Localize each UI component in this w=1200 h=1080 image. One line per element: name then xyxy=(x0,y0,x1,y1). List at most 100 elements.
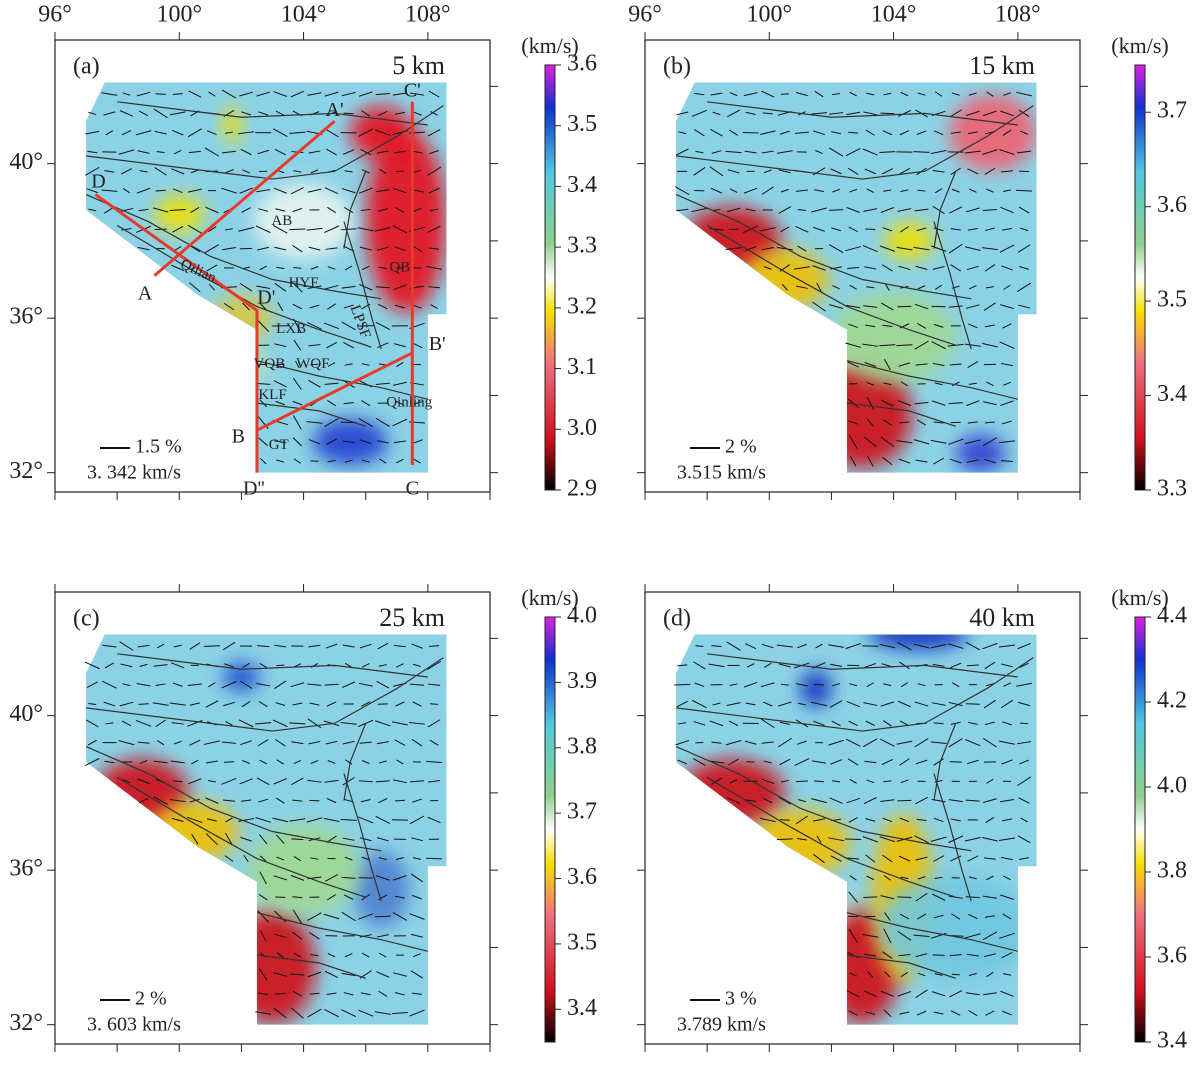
colorbar-tick-label: 3.4 xyxy=(567,172,597,198)
map-annotation: B xyxy=(232,426,245,448)
y-tick-label: 36° xyxy=(9,304,43,330)
map-annotation: HYF xyxy=(289,275,319,291)
anomaly xyxy=(254,184,353,260)
map-panel: 96°100°104°108°(b)15 km2 %3.515 km/s(km/… xyxy=(628,2,1187,502)
colorbar-tick-label: 3.4 xyxy=(1157,1028,1187,1054)
colorbar-tick-label: 2.9 xyxy=(567,476,597,502)
anisotropy-bar xyxy=(173,781,183,782)
anisotropy-bar xyxy=(204,646,220,647)
x-tick-label: 108° xyxy=(995,2,1041,28)
map-annotation: C xyxy=(406,478,419,500)
colorbar-tick-label: 3.7 xyxy=(567,799,597,825)
map-annotation: Qinling xyxy=(386,395,432,411)
colorbar-tick-label: 3.0 xyxy=(567,415,597,441)
anisotropy-bar xyxy=(829,210,843,211)
anomaly xyxy=(151,801,238,862)
anisotropy-bar xyxy=(344,113,354,114)
colorbar xyxy=(1135,65,1145,490)
anomaly xyxy=(679,325,859,405)
colorbar-tick-label: 3.9 xyxy=(567,668,597,694)
panel-label: (a) xyxy=(73,54,100,80)
anisotropy-bar xyxy=(780,820,790,821)
anisotropy-bar xyxy=(289,229,305,230)
x-tick-label: 96° xyxy=(628,2,662,28)
colorbar-tick-label: 3.6 xyxy=(1157,943,1187,969)
colorbar-tick-label: 3.5 xyxy=(1157,287,1187,313)
depth-label: 25 km xyxy=(379,603,445,632)
anisotropy-bar xyxy=(743,132,759,133)
map-panel: 96°100°104°108°40°36°32°(a)5 km1.5 %3. 3… xyxy=(9,2,597,502)
colorbar-tick-label: 3.6 xyxy=(567,51,597,77)
anisotropy-bar xyxy=(814,684,824,685)
anisotropy-bar xyxy=(796,781,808,782)
anomaly xyxy=(248,825,360,916)
colorbar xyxy=(545,65,555,490)
colorbar-tick-label: 3.8 xyxy=(1157,858,1187,884)
y-tick-label: 32° xyxy=(9,458,43,484)
map-annotation: AB xyxy=(271,213,292,229)
anisotropy-bar xyxy=(952,974,960,975)
anomaly xyxy=(741,249,828,310)
scale-label: 3 % xyxy=(725,988,757,1010)
anisotropy-bar xyxy=(275,994,285,995)
anomaly xyxy=(89,877,269,957)
anomaly xyxy=(353,851,409,927)
colorbar-unit: (km/s) xyxy=(1111,33,1168,58)
colorbar-tick-label: 3.3 xyxy=(1157,476,1187,502)
anomaly xyxy=(679,877,859,957)
anisotropy-bar xyxy=(897,306,911,307)
reference-velocity: 3. 342 km/s xyxy=(87,462,181,484)
colorbar-tick-label: 3.6 xyxy=(1157,192,1187,218)
anomaly xyxy=(229,910,316,1024)
anomaly xyxy=(878,875,1033,981)
x-tick-label: 104° xyxy=(281,2,327,28)
x-tick-label: 108° xyxy=(405,2,451,28)
colorbar-tick-label: 3.8 xyxy=(567,733,597,759)
anisotropy-bar xyxy=(865,229,875,230)
map-annotation: B' xyxy=(429,333,446,355)
y-tick-label: 40° xyxy=(9,701,43,727)
depth-label: 40 km xyxy=(969,603,1035,632)
anisotropy-bar xyxy=(897,897,911,898)
reference-velocity: 3. 603 km/s xyxy=(87,1014,181,1036)
anomaly xyxy=(154,195,204,233)
anisotropy-bar xyxy=(430,704,438,705)
map-panel: 40°36°32°(c)25 km2 %3. 603 km/s(km/s)3.4… xyxy=(9,584,597,1052)
map-annotation: C' xyxy=(404,80,421,102)
anomaly xyxy=(223,662,260,692)
anisotropy-bar xyxy=(933,955,945,956)
colorbar-tick-label: 3.7 xyxy=(1157,98,1187,124)
colorbar-tick-label: 4.0 xyxy=(567,603,597,629)
colorbar-tick-label: 3.5 xyxy=(567,929,597,955)
x-tick-label: 104° xyxy=(871,2,917,28)
anomaly xyxy=(89,325,269,405)
y-tick-label: 40° xyxy=(9,149,43,175)
map-annotation: GT xyxy=(269,437,289,453)
x-tick-label: 100° xyxy=(746,2,792,28)
y-tick-label: 32° xyxy=(9,1010,43,1036)
anisotropy-bar xyxy=(426,858,442,859)
scale-label: 2 % xyxy=(725,436,757,458)
colorbar-tick-label: 3.4 xyxy=(1157,381,1187,407)
colorbar-tick-label: 3.6 xyxy=(567,864,597,890)
panel-label: (d) xyxy=(663,606,691,632)
anisotropy-bar xyxy=(139,704,149,705)
map-annotation: LXB xyxy=(276,321,306,337)
anisotropy-bar xyxy=(1020,723,1028,724)
colorbar-tick-label: 3.1 xyxy=(567,354,597,380)
anomaly xyxy=(800,670,831,708)
colorbar-tick-label: 3.2 xyxy=(567,293,597,319)
map-annotation: D' xyxy=(257,286,275,308)
anisotropy-bar xyxy=(156,94,166,95)
map-panel: (d)40 km3 %3.789 km/s(km/s)3.43.63.84.04… xyxy=(637,584,1187,1054)
colorbar-tick-label: 3.3 xyxy=(567,233,597,259)
panel-label: (b) xyxy=(663,54,691,80)
depth-label: 5 km xyxy=(392,51,445,80)
anisotropy-bar xyxy=(309,800,319,801)
panel-label: (c) xyxy=(73,606,100,632)
y-tick-label: 36° xyxy=(9,856,43,882)
map-annotation: WQF xyxy=(296,356,329,372)
anisotropy-bar xyxy=(897,800,911,801)
reference-velocity: 3.789 km/s xyxy=(677,1014,766,1036)
